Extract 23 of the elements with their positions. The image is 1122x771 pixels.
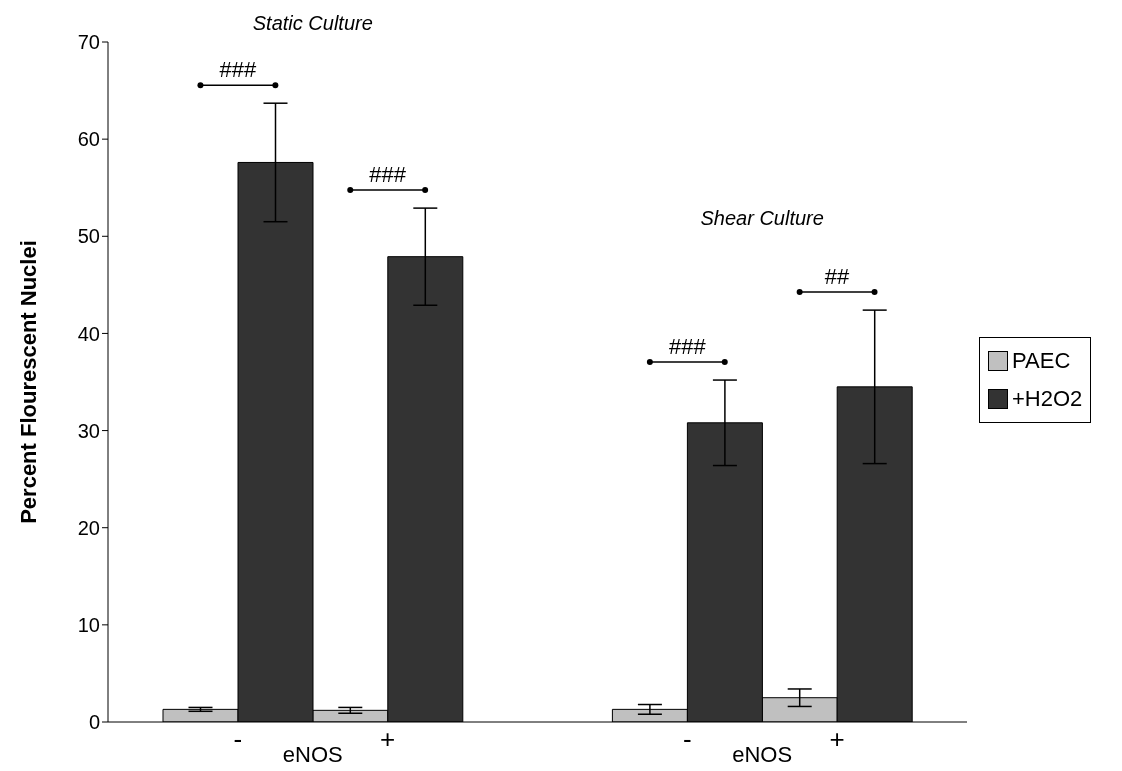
annotation: ### — [219, 57, 258, 83]
x-tick-label: + — [829, 724, 845, 755]
y-tick-label: 50 — [77, 225, 100, 248]
x-tick-label: - — [233, 724, 243, 755]
y-tick-label: 0 — [88, 711, 100, 734]
text: eNOS — [732, 742, 793, 767]
y-tick-label: 70 — [77, 31, 100, 54]
y-tick-label: 20 — [77, 516, 100, 539]
text: Static Culture — [252, 12, 373, 34]
y-tick-label: 10 — [77, 613, 100, 636]
x-tick-label: - — [682, 724, 692, 755]
text: eNOS — [282, 742, 343, 767]
annotation: Shear Culture — [700, 207, 824, 230]
y-tick-label: 30 — [77, 419, 100, 442]
annotation: ### — [668, 334, 707, 360]
y-axis-title: Percent Flourescent Nuclei — [15, 240, 41, 524]
annotation: ### — [369, 162, 407, 188]
x-tick-label: + — [380, 724, 396, 755]
legend-label: PAEC — [1012, 347, 1071, 375]
y-tick-label: 40 — [77, 322, 100, 345]
y-tick-label: 60 — [77, 128, 100, 151]
legend-label: +H2O2 — [1012, 385, 1083, 413]
annotation: ## — [824, 264, 851, 290]
